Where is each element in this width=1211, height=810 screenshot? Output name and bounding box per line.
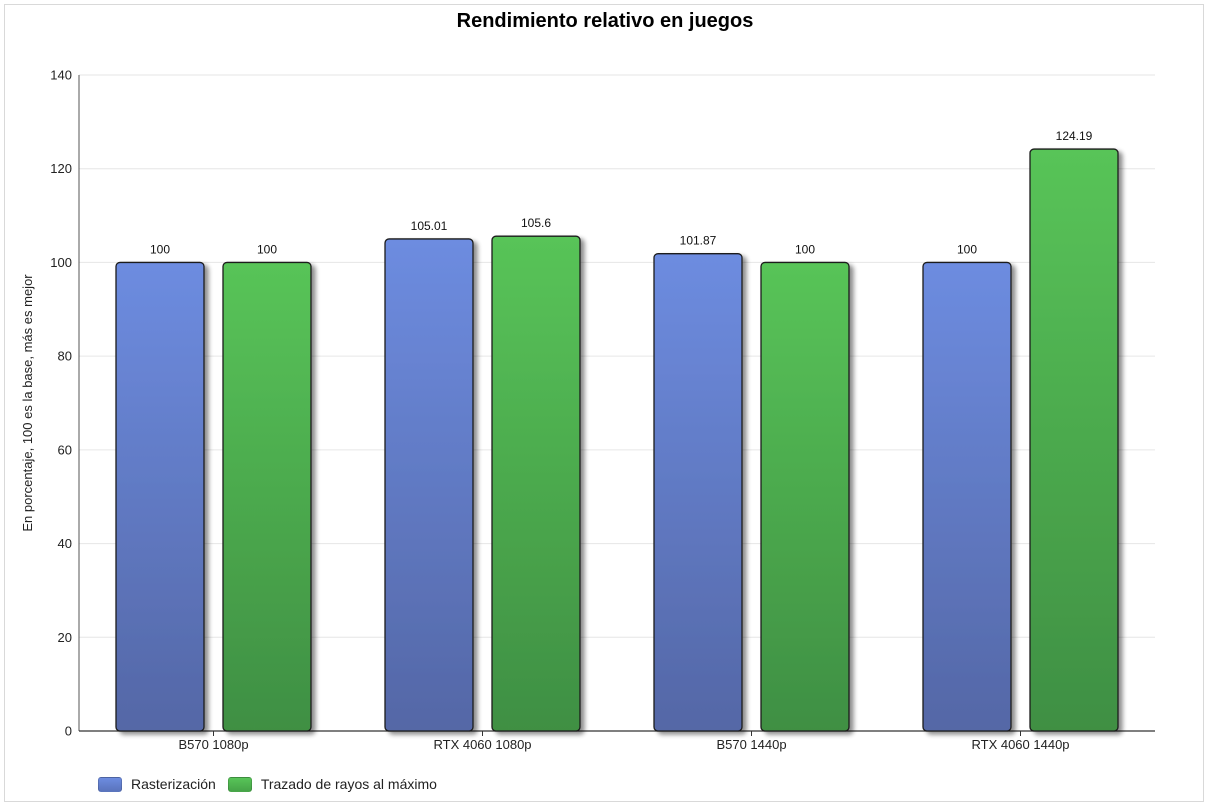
- y-tick-label: 20: [58, 630, 72, 645]
- y-tick-label: 80: [58, 349, 72, 364]
- x-tick-label: RTX 4060 1440p: [971, 737, 1069, 752]
- x-tick-label: B570 1440p: [716, 737, 786, 752]
- y-tick-label: 120: [50, 161, 72, 176]
- data-label: 105.6: [521, 216, 551, 230]
- bar-trazado-0[interactable]: [222, 261, 312, 732]
- x-tick-label: RTX 4060 1080p: [433, 737, 531, 752]
- data-label: 100: [257, 242, 277, 256]
- legend-item-trazado[interactable]: Trazado de rayos al máximo: [227, 776, 437, 792]
- data-label: 101.87: [680, 234, 717, 248]
- legend-label-rasterizacion: Rasterización: [131, 776, 216, 792]
- legend-swatch-rasterizacion: [98, 776, 122, 792]
- bars: [115, 148, 1119, 732]
- bar-rasterizacion-2[interactable]: [653, 253, 743, 732]
- bar-rasterizacion-3[interactable]: [922, 261, 1012, 732]
- bar-trazado-3[interactable]: [1029, 148, 1119, 732]
- legend-swatch-trazado: [227, 776, 252, 792]
- y-tick-label: 60: [58, 442, 72, 457]
- data-label: 105.01: [411, 219, 448, 233]
- y-tick-label: 40: [58, 536, 72, 551]
- legend: Rasterización Trazado de rayos al máximo: [98, 776, 439, 792]
- y-tick-label: 140: [50, 68, 72, 83]
- y-axis-label: En porcentaje, 100 es la base, más es me…: [20, 274, 35, 532]
- chart-title: Rendimiento relativo en juegos: [457, 10, 754, 32]
- x-tick-label: B570 1080p: [178, 737, 248, 752]
- data-label: 100: [150, 242, 170, 256]
- legend-item-rasterizacion[interactable]: Rasterización: [98, 776, 216, 792]
- y-tick-label: 100: [50, 255, 72, 270]
- data-label: 124.19: [1056, 129, 1093, 143]
- bar-trazado-2[interactable]: [760, 261, 850, 732]
- bar-rasterizacion-0[interactable]: [115, 261, 205, 732]
- legend-label-trazado: Trazado de rayos al máximo: [260, 776, 437, 792]
- data-label: 100: [795, 242, 815, 256]
- bar-rasterizacion-1[interactable]: [384, 238, 474, 732]
- y-tick-label: 0: [65, 724, 72, 739]
- data-labels: 100 100 105.01 105.6 101.87 100 100 124.19: [150, 129, 1093, 256]
- bar-trazado-1[interactable]: [491, 235, 581, 732]
- data-label: 100: [957, 242, 977, 256]
